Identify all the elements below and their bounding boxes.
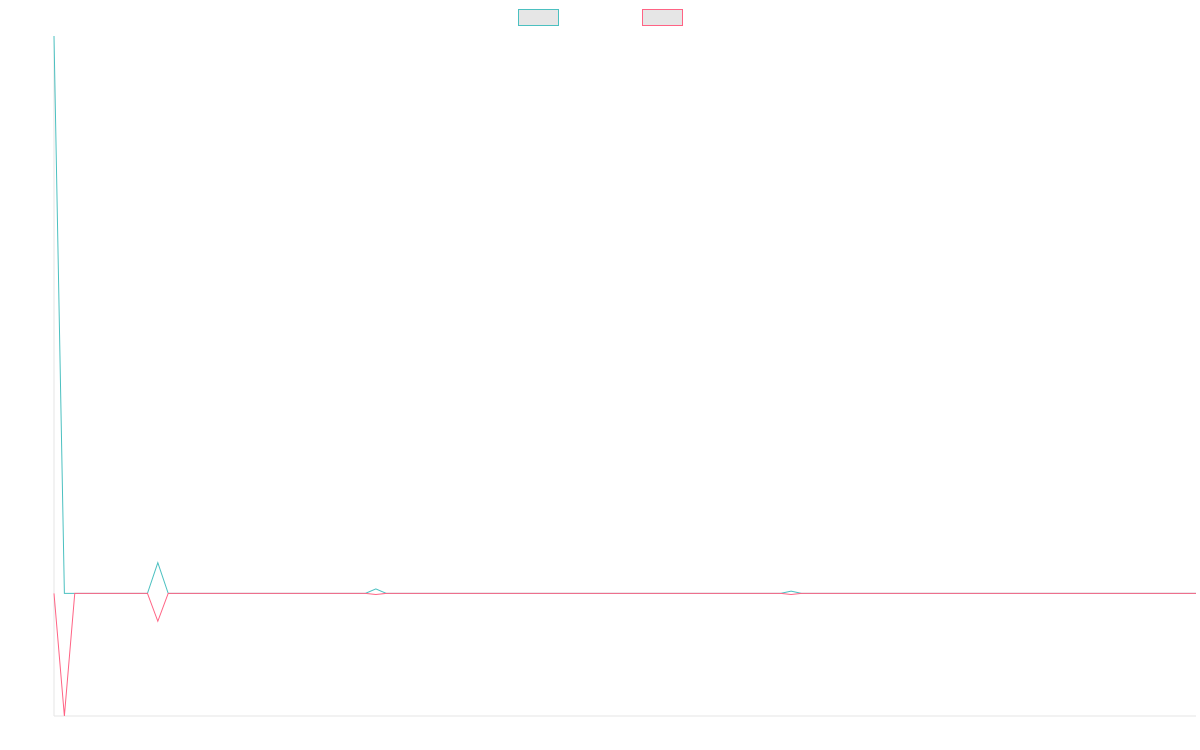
series-line-1 — [53, 35, 1196, 594]
legend-swatch-2[interactable] — [642, 9, 683, 26]
series-layer — [53, 35, 1196, 717]
axes — [53, 36, 1196, 717]
series-line-2 — [53, 592, 1196, 717]
legend-item-2[interactable] — [642, 9, 683, 26]
legend-item-1[interactable] — [518, 9, 559, 26]
legend-swatch-1[interactable] — [518, 9, 559, 26]
legend[interactable] — [518, 9, 683, 26]
